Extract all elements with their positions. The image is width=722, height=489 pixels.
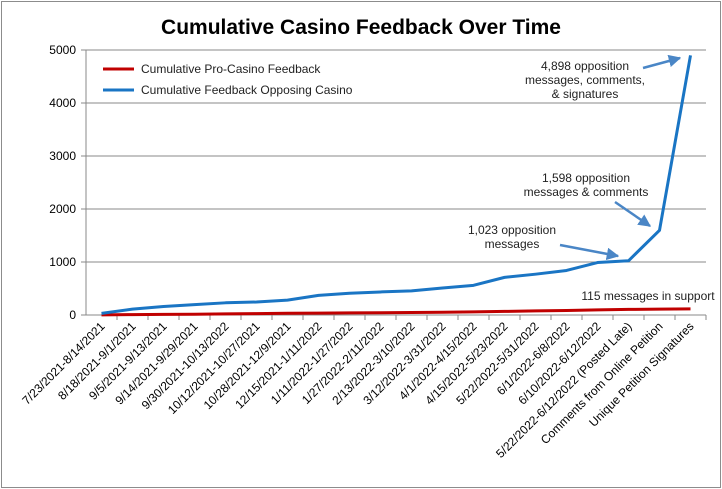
annotation-text: messages & comments	[524, 185, 649, 199]
annotation-text: 1,023 opposition	[468, 223, 556, 237]
chart-title: Cumulative Casino Feedback Over Time	[161, 16, 561, 39]
annotation-text: 115 messages in support	[581, 289, 715, 303]
y-tick-label: 2000	[49, 202, 76, 216]
annotation-text: messages	[485, 237, 540, 251]
annotation-text: 1,598 opposition	[542, 171, 630, 185]
annotation-arrow	[642, 54, 682, 70]
legend: Cumulative Pro-Casino Feedback Cumulativ…	[103, 62, 353, 97]
annotation-text: & signatures	[552, 87, 619, 101]
y-tick-label: 4000	[49, 96, 76, 110]
annotation-text: 4,898 opposition	[541, 59, 629, 73]
y-tick-label: 1000	[49, 255, 76, 269]
annotation-text: messages, comments,	[525, 73, 645, 87]
legend-label-pro: Cumulative Pro-Casino Feedback	[141, 62, 321, 76]
series-line-0	[101, 307, 691, 317]
legend-label-opposing: Cumulative Feedback Opposing Casino	[141, 83, 353, 97]
y-tick-label: 0	[69, 308, 76, 322]
series-line-1	[101, 55, 692, 315]
y-tick-label: 5000	[49, 43, 76, 57]
annotation-arrow	[614, 200, 652, 228]
annotation-arrow	[559, 243, 620, 261]
y-tick-label: 3000	[49, 149, 76, 163]
